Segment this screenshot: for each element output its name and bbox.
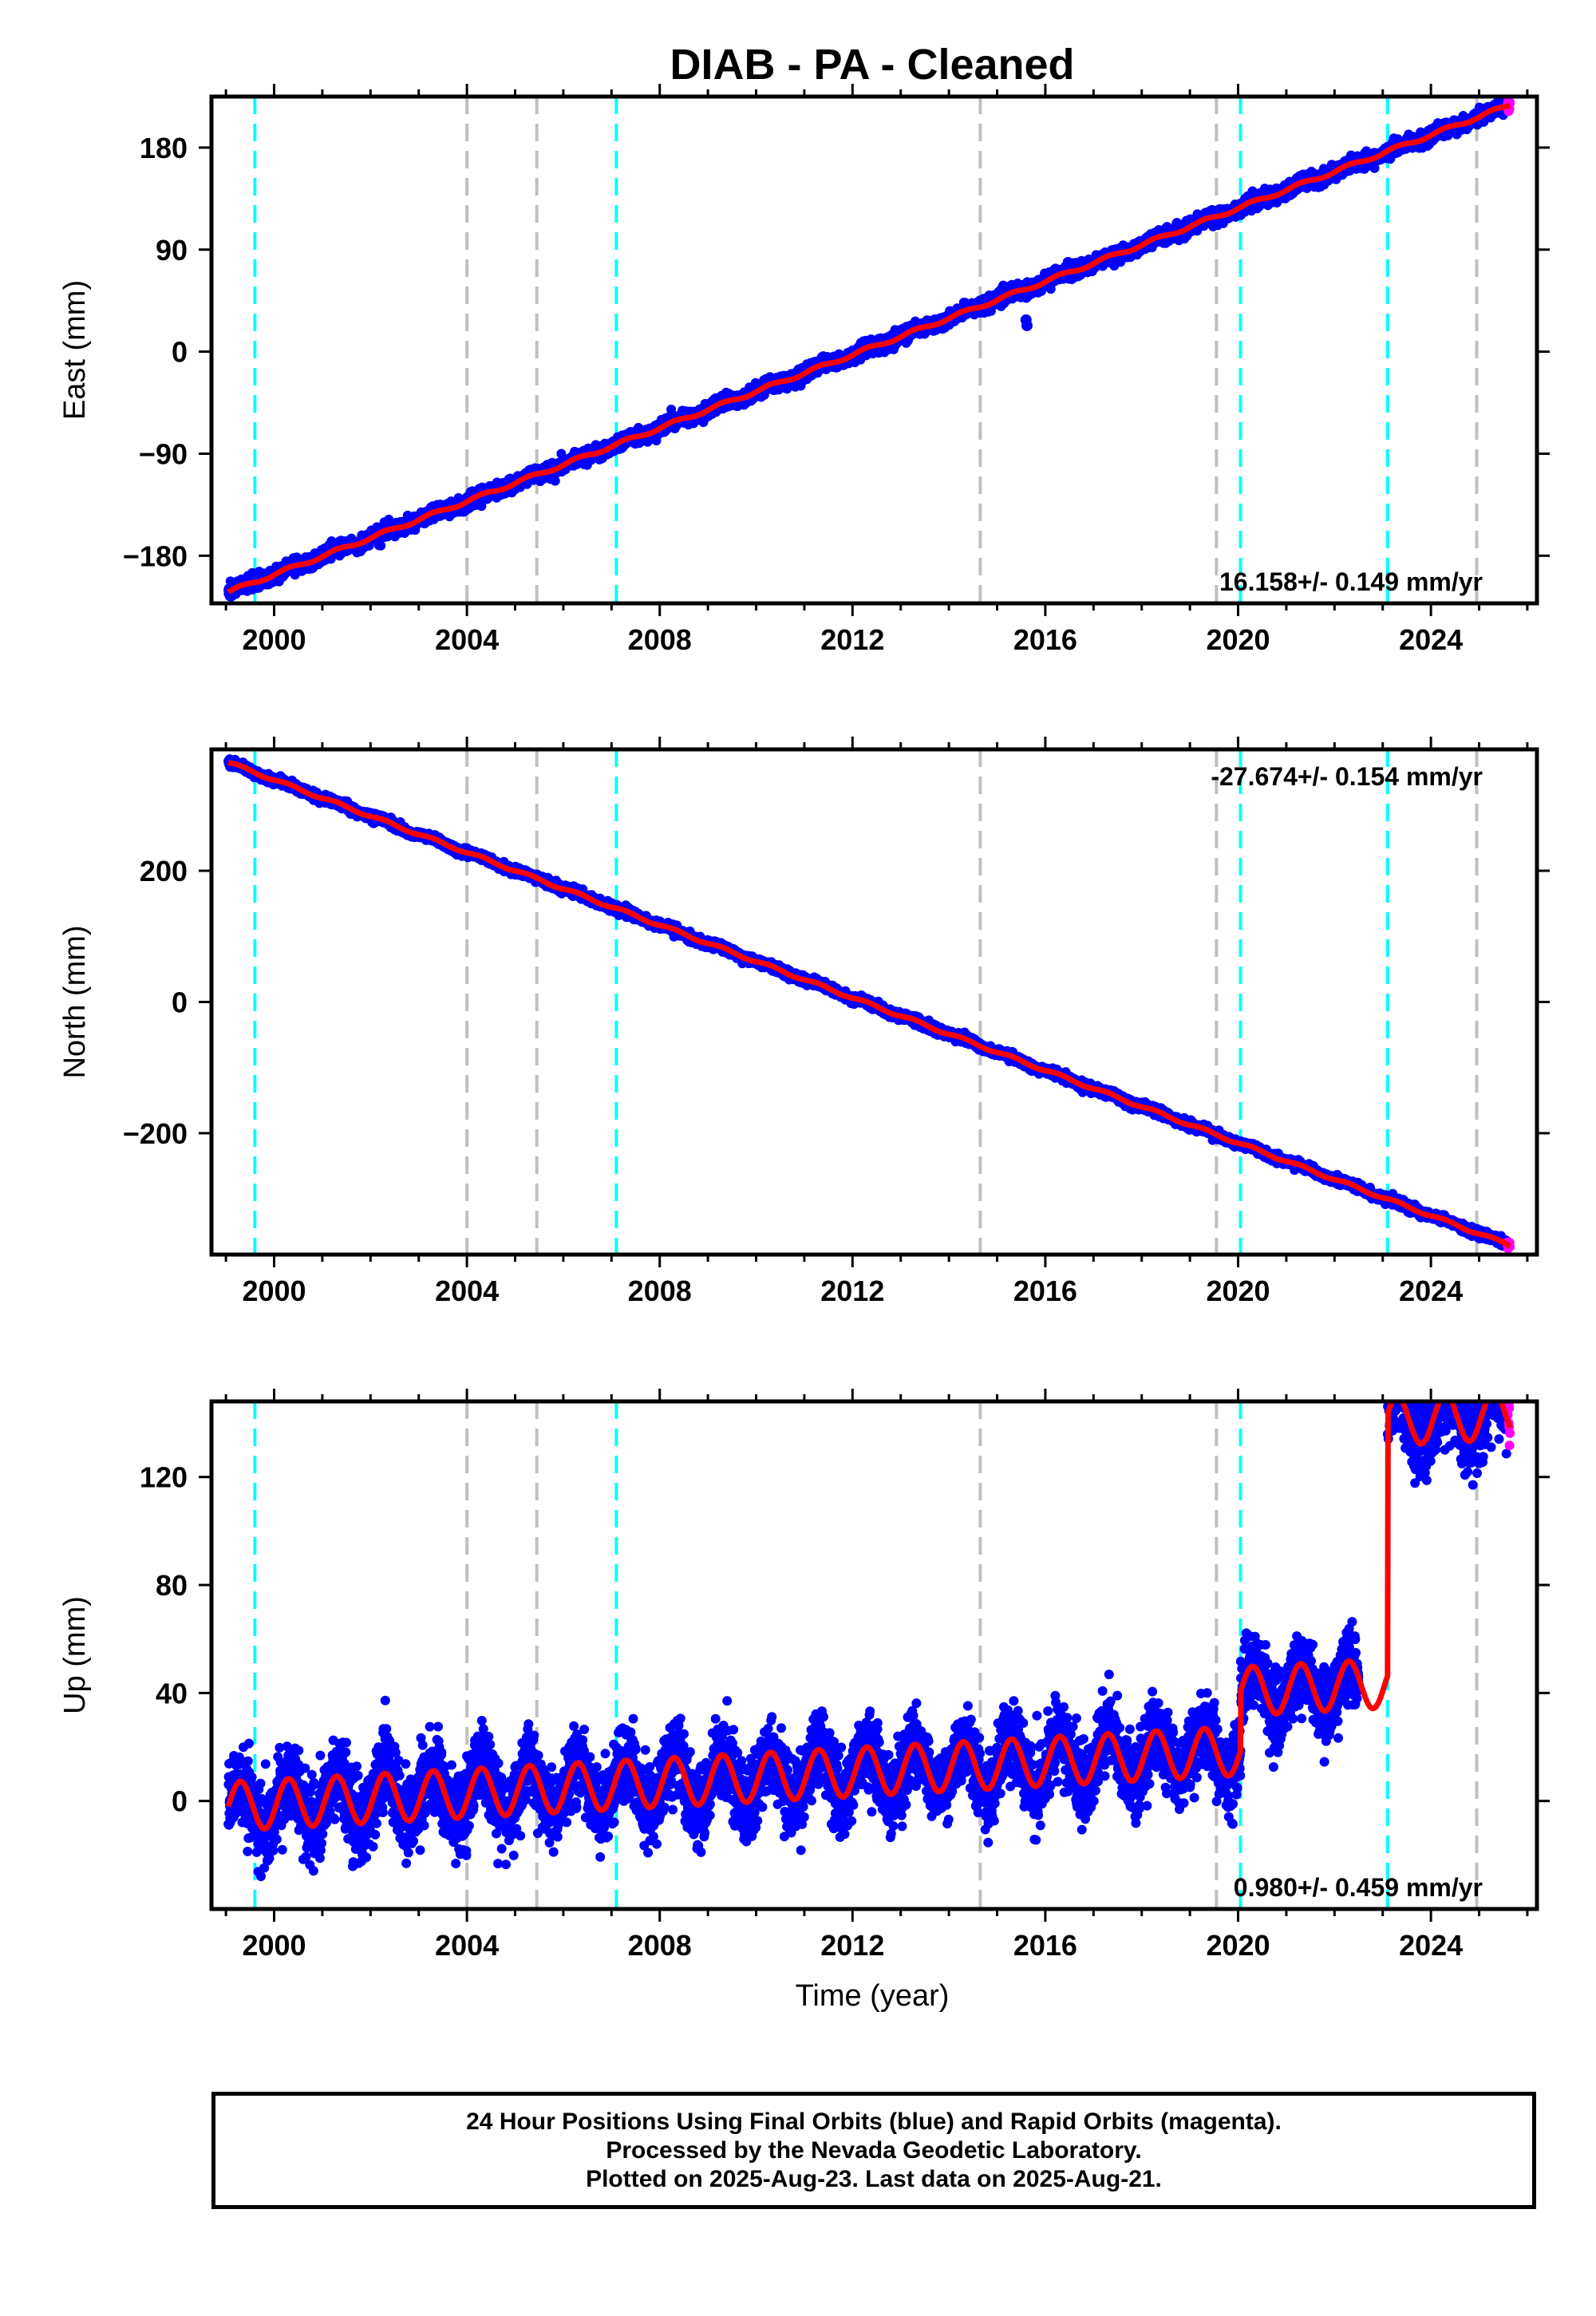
final-orbit-point (476, 501, 487, 512)
final-orbit-point (550, 476, 560, 486)
panel-east: 2000 2004 2008 2012 2016 2020 2024−180−9009018… (58, 84, 1550, 656)
chart-title: DIAB - PA - Cleaned (670, 41, 1074, 89)
final-orbit-point (376, 540, 386, 551)
panels-layer: 2000 2004 2008 2012 2016 2020 2024−180−9009018… (58, 84, 1550, 1962)
